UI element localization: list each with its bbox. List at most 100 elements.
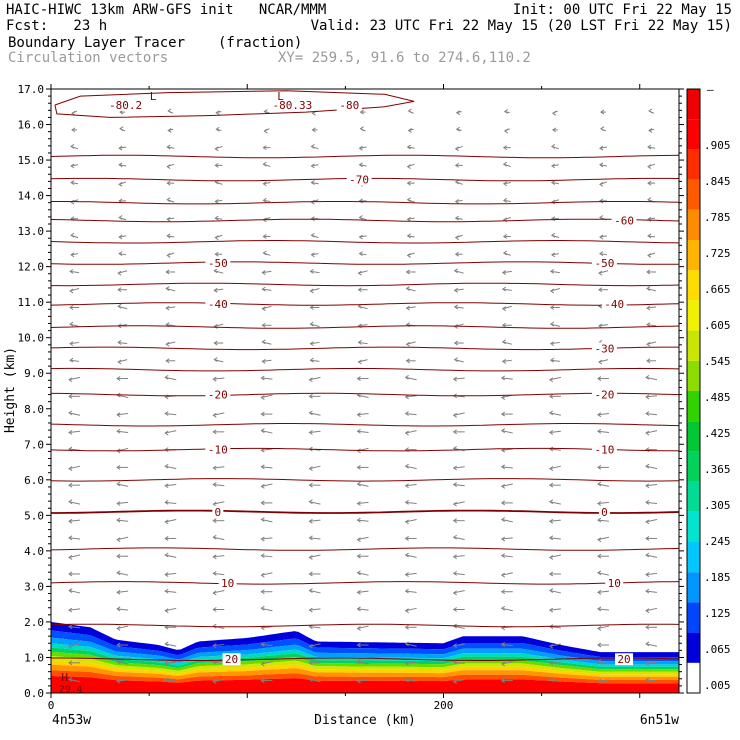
wind-vector: [452, 482, 465, 487]
wind-vector: [308, 499, 321, 505]
wind-vector: [164, 588, 177, 594]
wind-vector: [356, 678, 369, 684]
isotherm: [50, 547, 680, 551]
contour-label-bg: [336, 98, 362, 111]
wind-vector: [116, 501, 129, 506]
tracer-band: [51, 651, 679, 672]
isotherm: [51, 282, 680, 287]
wind-vector: [548, 499, 561, 505]
contour-label: 20: [617, 653, 630, 666]
wind-vector: [309, 305, 320, 310]
isotherm: [50, 346, 679, 351]
contour-label: -10: [594, 444, 614, 457]
colorbar-label: .725: [704, 247, 731, 260]
wind-vector: [68, 624, 81, 630]
y-tick-label: 14.0: [18, 190, 45, 203]
wind-vector: [308, 410, 321, 416]
wind-vector: [213, 340, 224, 346]
wind-vector: [68, 660, 81, 666]
contour-label-bg: [601, 297, 627, 310]
wind-vector: [116, 625, 129, 631]
wind-vector: [308, 676, 321, 683]
wind-vector: [167, 128, 174, 133]
wind-vector: [406, 233, 415, 239]
wind-vector: [68, 430, 81, 435]
wind-vector: [261, 322, 272, 328]
wind-vector: [260, 661, 273, 667]
wind-vector: [501, 322, 512, 328]
wind-vector: [260, 411, 273, 417]
wind-vector: [69, 341, 80, 347]
wind-vector: [166, 252, 175, 258]
wind-vector: [503, 128, 510, 134]
wind-vector: [165, 305, 176, 311]
wind-vector: [597, 412, 609, 418]
wind-vector: [263, 128, 270, 134]
wind-vector: [214, 215, 223, 221]
wind-vector: [69, 321, 80, 327]
wind-vector: [356, 659, 369, 665]
wind-vector: [68, 376, 81, 383]
wind-vector: [548, 376, 561, 383]
y-tick-label: 16.0: [18, 119, 45, 132]
valid-time: Valid: 23 UTC Fri 22 May 15 (20 LST Fri …: [310, 18, 732, 34]
wind-vector: [597, 678, 609, 684]
wind-vector: [500, 536, 513, 542]
wind-vector: [597, 501, 609, 506]
wind-vector: [548, 660, 561, 666]
isotherm: [51, 392, 680, 397]
y-tick-label: 5.0: [24, 509, 44, 522]
wind-vector: [70, 252, 79, 258]
wind-vector: [310, 232, 319, 239]
wind-vector: [260, 553, 273, 559]
wind-vector: [549, 288, 560, 294]
wind-vector: [117, 359, 128, 365]
isotherm: [50, 325, 680, 329]
wind-vector: [262, 234, 271, 239]
extremum-label: L: [150, 90, 157, 103]
wind-vector: [119, 126, 126, 132]
wind-vector: [308, 376, 321, 383]
wind-vector: [500, 411, 513, 417]
wind-vector: [117, 287, 128, 293]
colorbar-label: .785: [704, 211, 731, 224]
wind-vector: [452, 554, 465, 560]
forecast-hour: Fcst: 23 h: [6, 18, 108, 34]
wind-vector: [405, 305, 416, 311]
contour-label: -20: [208, 389, 228, 402]
wind-vector: [69, 288, 80, 294]
wind-vector: [502, 145, 511, 151]
wind-vector: [452, 429, 465, 435]
wind-vector: [404, 411, 417, 416]
tracer-band: [51, 664, 679, 680]
wind-vector: [501, 358, 512, 364]
wind-vector: [116, 678, 129, 684]
wind-vector: [500, 375, 513, 381]
wind-vector: [359, 126, 366, 132]
wind-vector: [357, 270, 368, 276]
wind-vector: [549, 341, 560, 347]
wind-vector: [452, 643, 465, 649]
wind-vector: [645, 374, 658, 381]
wind-vector: [212, 376, 225, 382]
wind-vector: [212, 412, 225, 418]
contour-label-bg: [598, 505, 610, 518]
wind-vector: [356, 464, 369, 470]
y-tick-label: 7.0: [24, 438, 44, 451]
wind-vector: [356, 570, 369, 576]
wind-vector: [359, 109, 366, 115]
wind-vector: [452, 534, 465, 541]
wind-vector: [309, 341, 320, 347]
wind-vector: [164, 411, 177, 416]
wind-vector: [404, 463, 417, 470]
colorbar-bin: [687, 451, 700, 482]
wind-vector: [406, 197, 415, 203]
wind-vector: [310, 252, 319, 258]
colorbar-label: .845: [704, 175, 731, 188]
wind-vector: [71, 127, 78, 133]
wind-vector: [548, 410, 561, 416]
colorbar-label: .905: [704, 139, 731, 152]
wind-vector: [68, 410, 81, 416]
contour-label: -70: [349, 174, 369, 187]
wind-vector: [164, 641, 177, 647]
